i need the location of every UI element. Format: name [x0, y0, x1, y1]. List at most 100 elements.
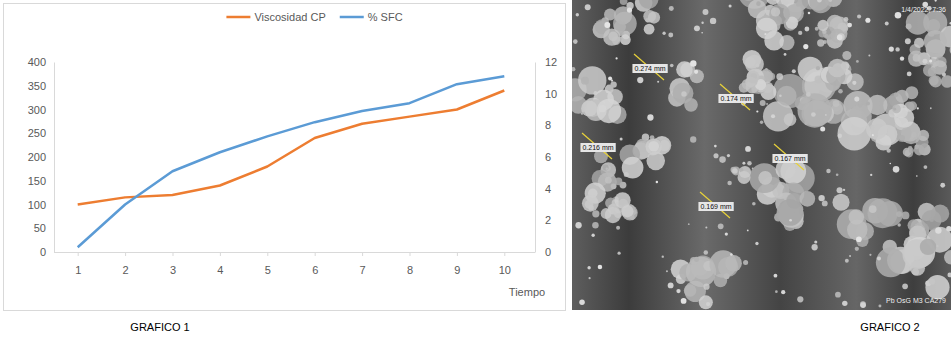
crystal-small [730, 253, 733, 256]
tick: 6 [535, 151, 551, 163]
crystal-small [796, 2, 801, 7]
series-line [78, 91, 505, 205]
crystal-small [747, 230, 749, 232]
crystal-small [804, 121, 808, 125]
crystal [699, 295, 713, 309]
measurement-box [698, 202, 733, 211]
crystal-small [694, 257, 699, 262]
crystal [852, 81, 856, 85]
crystal [592, 210, 599, 217]
tick: 2 [123, 252, 129, 276]
crystal [758, 171, 772, 185]
crystal [772, 0, 779, 1]
crystal-small [718, 223, 724, 229]
crystal-small [617, 252, 620, 255]
x-tick-mark [220, 252, 221, 256]
y2-tick-label: 6 [545, 151, 551, 163]
crystal-small [849, 255, 851, 257]
crystal [908, 51, 924, 67]
x-tick-mark [173, 252, 174, 256]
crystal-small [666, 270, 668, 272]
micrograph-timestamp: 1/4/2022, 7:36 [901, 6, 946, 13]
tick: 2 [535, 214, 551, 226]
crystal [704, 250, 708, 254]
crystal-small [781, 290, 785, 294]
crystal [621, 205, 633, 217]
legend-item: % SFC [340, 11, 403, 23]
crystal-small [752, 202, 756, 206]
crystal-small [856, 60, 859, 63]
crystal [581, 100, 597, 116]
crystal-small [906, 23, 912, 29]
x-tick-label: 6 [312, 264, 318, 276]
crystal-small [591, 234, 594, 237]
crystal [924, 30, 947, 53]
crystal-small [929, 278, 935, 284]
tick: 50 [34, 222, 54, 234]
crystal-small [690, 136, 696, 142]
crystal [941, 75, 951, 88]
crystal-small [572, 67, 575, 71]
crystal-small [828, 0, 832, 2]
crystal [877, 201, 903, 227]
y-axis: 050100150200250300350400 [28, 56, 55, 258]
crystal-small [803, 44, 808, 49]
crystal [894, 92, 899, 97]
measurement-label: 0.216 mm [582, 144, 613, 151]
crystal-small [842, 301, 847, 306]
crystal-small [713, 153, 718, 158]
crystal-small [747, 161, 752, 166]
crystal [644, 24, 655, 35]
crystal-small [703, 9, 709, 15]
crystal [624, 172, 629, 177]
crystal-small [604, 22, 610, 28]
crystal-small [895, 47, 899, 51]
crystal-small [573, 39, 578, 44]
x-tick-label: 4 [217, 264, 223, 276]
crystal-small [946, 226, 951, 231]
crystal-small [742, 162, 745, 165]
tick: 150 [28, 175, 54, 187]
tick: 4 [217, 252, 223, 276]
crystal [605, 177, 612, 184]
crystal-small [935, 227, 941, 233]
crystal [646, 152, 665, 171]
micrograph-background [572, 0, 951, 310]
crystal-small [714, 145, 717, 148]
tick: 300 [28, 104, 54, 116]
crystal-small [869, 254, 871, 256]
x-tick-mark [410, 252, 411, 256]
x-axis-line [54, 252, 535, 253]
crystal-small [889, 46, 894, 51]
crystal [837, 117, 871, 151]
crystal-small [668, 33, 673, 38]
crystal [648, 11, 660, 23]
crystal-small [866, 101, 870, 105]
crystal-small [784, 53, 787, 56]
crystal-small [924, 165, 928, 169]
crystal-small [798, 31, 802, 35]
crystal-small [575, 222, 581, 228]
crystal-small [725, 232, 728, 235]
measurement-label: 0.274 mm [634, 65, 665, 72]
crystal-small [808, 12, 811, 15]
crystal [749, 163, 779, 193]
crystal-small [857, 14, 861, 18]
crystal [909, 148, 914, 153]
crystal [727, 181, 731, 185]
crystal-small [836, 173, 839, 176]
crystal-small [868, 54, 870, 56]
crystal [747, 71, 760, 84]
crystal [804, 100, 830, 126]
x-axis-title: Tiempo [509, 286, 545, 298]
y-axis-line [54, 63, 55, 253]
crystal-small [719, 156, 726, 163]
crystal-small [676, 289, 680, 293]
x-tick-label: 3 [170, 264, 176, 276]
crystal-small [647, 114, 653, 120]
crystal-small [765, 68, 768, 71]
crystal-small [701, 32, 703, 34]
tick: 1 [75, 252, 81, 276]
crystal-small [805, 27, 810, 32]
crystal-small [843, 189, 845, 191]
